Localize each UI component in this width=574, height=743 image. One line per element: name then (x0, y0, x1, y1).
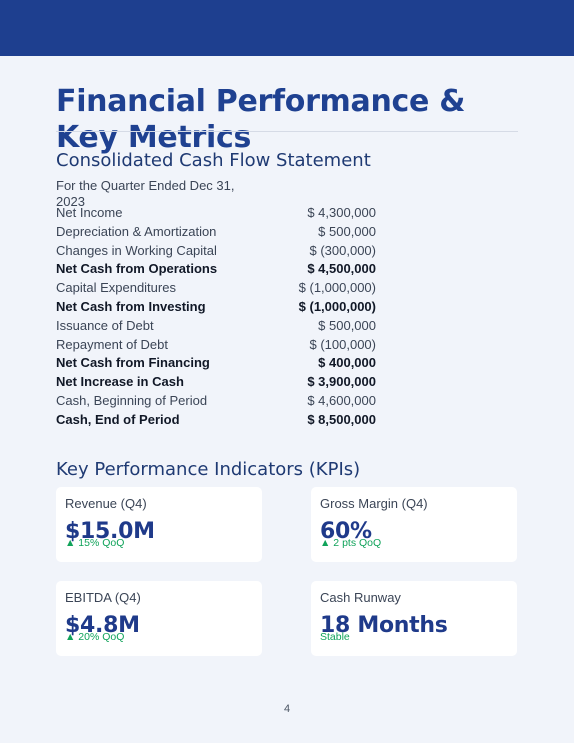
cash-flow-row: Net Income $ 4,300,000 (56, 204, 376, 223)
kpi-value: 60% (320, 519, 372, 544)
kpi-value: $4.8M (65, 613, 140, 638)
cash-flow-row: Capital Expenditures $ (1,000,000) (56, 279, 376, 298)
cash-flow-row: Net Cash from Investing $ (1,000,000) (56, 298, 376, 317)
cash-flow-row: Repayment of Debt $ (100,000) (56, 336, 376, 355)
cash-flow-row-value: $ 4,300,000 (307, 205, 376, 220)
cash-flow-row-value: $ 3,900,000 (307, 374, 376, 390)
kpi-value: 18 Months (320, 613, 448, 638)
cash-flow-row-value: $ 4,600,000 (307, 392, 376, 408)
title-divider (56, 131, 518, 132)
header-band (0, 0, 574, 56)
kpi-card-ebitda: EBITDA (Q4) $4.8M ▲ 20% QoQ (56, 581, 262, 656)
kpi-value: $15.0M (65, 519, 155, 544)
cash-flow-row: Cash, End of Period $ 8,500,000 (56, 411, 376, 430)
cash-flow-table: Net Income $ 4,300,000 Depreciation & Am… (56, 204, 376, 430)
cash-flow-row-value: $ (100,000) (309, 336, 377, 352)
kpi-label: Revenue (Q4) (65, 496, 147, 511)
kpi-card-gross-margin: Gross Margin (Q4) 60% ▲ 2 pts QoQ (311, 487, 517, 562)
kpi-change: ▲ 20% QoQ (65, 631, 125, 643)
cash-flow-row: Issuance of Debt $ 500,000 (56, 317, 376, 336)
cash-flow-row-label: Cash, End of Period (56, 411, 180, 427)
cash-flow-row: Changes in Working Capital $ (300,000) (56, 242, 376, 261)
kpi-card-revenue: Revenue (Q4) $15.0M ▲ 15% QoQ (56, 487, 262, 562)
cash-flow-row-label: Capital Expenditures (56, 280, 176, 296)
kpi-label: Gross Margin (Q4) (320, 496, 428, 511)
kpi-change: ▲ 15% QoQ (65, 537, 125, 549)
cash-flow-row-label: Net Income (56, 205, 123, 220)
cash-flow-row-value: $ 4,500,000 (307, 261, 376, 277)
cash-flow-row-label: Depreciation & Amortization (56, 223, 217, 239)
cash-flow-row-label: Net Cash from Investing (56, 298, 206, 314)
kpi-heading: Key Performance Indicators (KPIs) (56, 459, 361, 480)
cash-flow-row-value: $ 400,000 (318, 355, 376, 371)
cash-flow-row-label: Cash, Beginning of Period (56, 392, 208, 408)
kpi-card-cash-runway: Cash Runway 18 Months Stable (311, 581, 517, 656)
cash-flow-row: Cash, Beginning of Period $ 4,600,000 (56, 392, 376, 411)
cash-flow-row-value: $ (300,000) (309, 242, 377, 258)
kpi-change: Stable (320, 631, 350, 643)
kpi-change: ▲ 2 pts QoQ (320, 537, 382, 549)
cash-flow-row-value: $ (1,000,000) (298, 298, 376, 314)
cash-flow-row-value: $ 8,500,000 (307, 411, 376, 427)
cash-flow-row-label: Net Increase in Cash (56, 374, 184, 390)
kpi-label: Cash Runway (320, 590, 401, 605)
cash-flow-row-value: $ 500,000 (318, 223, 376, 239)
cash-flow-row: Net Cash from Financing $ 400,000 (56, 354, 376, 373)
kpi-label: EBITDA (Q4) (65, 590, 141, 605)
cash-flow-row: Net Increase in Cash $ 3,900,000 (56, 373, 376, 392)
cash-flow-row-label: Net Cash from Operations (56, 261, 218, 277)
cash-flow-row-label: Net Cash from Financing (56, 355, 210, 371)
cash-flow-row-value: $ 500,000 (318, 317, 376, 333)
cash-flow-period: For the Quarter Ended Dec 31, 2023 (56, 178, 235, 209)
page-title: Financial Performance & Key Metrics (56, 84, 466, 155)
cash-flow-row-label: Issuance of Debt (56, 317, 154, 333)
cash-flow-heading: Consolidated Cash Flow Statement (56, 150, 371, 171)
cash-flow-row: Depreciation & Amortization $ 500,000 (56, 223, 376, 242)
cash-flow-row-label: Changes in Working Capital (56, 242, 217, 258)
cash-flow-row-value: $ (1,000,000) (298, 280, 376, 296)
cash-flow-row-label: Repayment of Debt (56, 336, 169, 352)
cash-flow-row: Net Cash from Operations $ 4,500,000 (56, 260, 376, 279)
page-number: 4 (283, 703, 291, 715)
